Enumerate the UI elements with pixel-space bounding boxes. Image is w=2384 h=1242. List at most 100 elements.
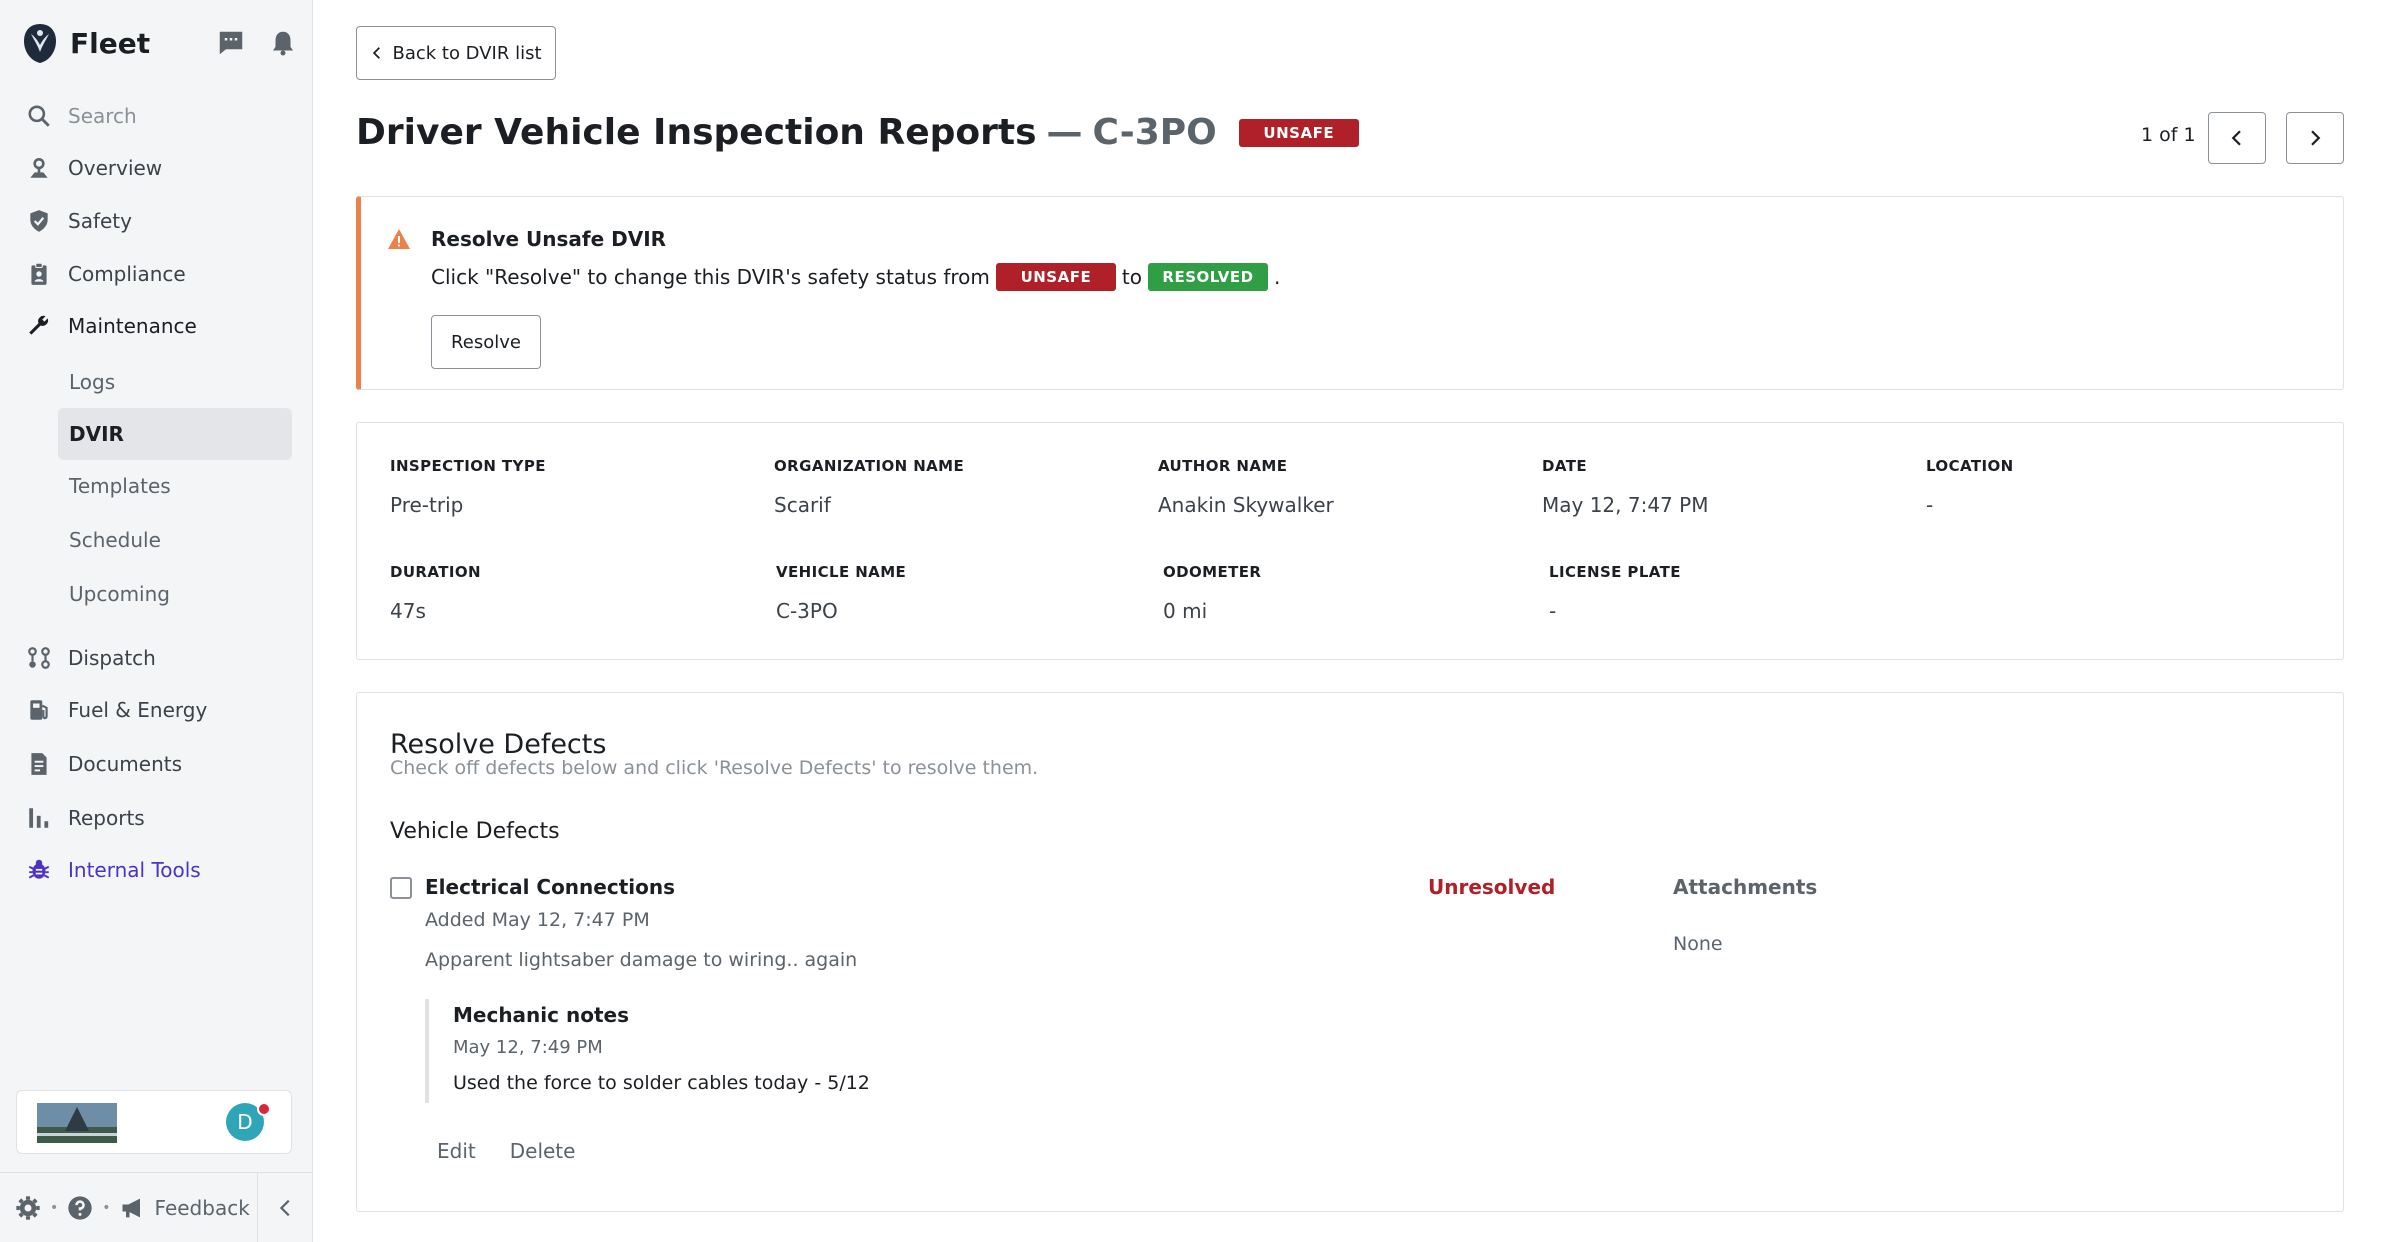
info-value: Scarif (774, 493, 831, 517)
defect-checkbox[interactable] (390, 877, 412, 899)
search-icon (24, 101, 54, 131)
feedback-link[interactable]: Feedback (154, 1195, 250, 1220)
sidebar-item-label: Overview (68, 156, 163, 180)
org-switcher[interactable]: D (16, 1090, 292, 1154)
pager-text: 1 of 1 (2141, 124, 2196, 146)
back-label: Back to DVIR list (392, 42, 542, 64)
unsafe-badge: UNSAFE (995, 263, 1116, 291)
notes-date: May 12, 7:49 PM (453, 1037, 603, 1058)
sidebar-footer: • • Feedback (0, 1172, 313, 1242)
alert-text-after: . (1273, 265, 1281, 289)
info-label: LICENSE PLATE (1549, 563, 1681, 581)
title-separator: — (1046, 112, 1083, 153)
info-organization-name: ORGANIZATION NAME Scarif (774, 457, 964, 517)
info-value: 0 mi (1163, 599, 1208, 623)
sidebar-subitem-upcoming[interactable]: Upcoming (58, 568, 292, 620)
status-badge: UNSAFE (1238, 118, 1359, 147)
chat-icon[interactable] (216, 28, 246, 58)
bar-chart-icon (24, 803, 54, 833)
info-value: C-3PO (776, 599, 838, 623)
info-author-name: AUTHOR NAME Anakin Skywalker (1158, 457, 1334, 517)
previous-report-button[interactable] (2208, 112, 2266, 164)
alert-title: Resolve Unsafe DVIR (431, 227, 667, 251)
brand[interactable]: Fleet (22, 20, 150, 66)
sidebar-item-internal-tools[interactable]: Internal Tools (24, 850, 201, 890)
info-value: Anakin Skywalker (1158, 493, 1334, 517)
defects-subtitle: Check off defects below and click 'Resol… (390, 757, 1039, 779)
help-icon[interactable] (66, 1194, 94, 1222)
notification-dot (257, 1102, 271, 1116)
info-label: DURATION (390, 563, 481, 581)
sidebar-item-maintenance[interactable]: Maintenance (24, 306, 197, 346)
notes-text: Used the force to solder cables today - … (453, 1072, 870, 1094)
info-value: Pre-trip (390, 493, 464, 517)
mechanic-notes: Mechanic notes May 12, 7:49 PM Used the … (425, 999, 925, 1103)
next-report-button[interactable] (2286, 112, 2344, 164)
sidebar-subitem-schedule[interactable]: Schedule (58, 514, 292, 566)
gear-icon[interactable] (14, 1194, 42, 1222)
info-vehicle-name: VEHICLE NAME C-3PO (776, 563, 906, 623)
alert-text-mid: to (1121, 265, 1142, 289)
page-title-text: Driver Vehicle Inspection Reports (356, 112, 1037, 153)
delete-note-link[interactable]: Delete (509, 1139, 576, 1163)
sidebar-item-label: Safety (68, 209, 132, 233)
sidebar-item-dispatch[interactable]: Dispatch (24, 638, 156, 678)
sidebar-subitem-dvir[interactable]: DVIR (58, 408, 292, 460)
resolve-button[interactable]: Resolve (431, 315, 541, 369)
sidebar-subitem-logs[interactable]: Logs (58, 356, 292, 408)
sidebar-item-label: Documents (68, 752, 183, 776)
sidebar-item-label: Fuel & Energy (68, 698, 208, 722)
sidebar-item-label: Compliance (68, 262, 186, 286)
sidebar-item-label: Maintenance (68, 314, 197, 338)
info-value: - (1926, 493, 1934, 517)
sidebar-item-overview[interactable]: Overview (24, 148, 162, 188)
note-actions: Edit Delete (437, 1139, 575, 1163)
bug-icon (24, 855, 54, 885)
collapse-sidebar-button[interactable] (258, 1173, 313, 1242)
info-label: ORGANIZATION NAME (774, 457, 965, 475)
sidebar-item-label: Internal Tools (68, 858, 201, 882)
attachments-label: Attachments (1673, 875, 1818, 899)
chevron-left-icon (279, 1199, 290, 1216)
defects-title: Resolve Defects (390, 729, 607, 760)
alert-text-before: Click "Resolve" to change this DVIR's sa… (431, 265, 990, 289)
sidebar-item-reports[interactable]: Reports (24, 798, 145, 838)
info-license-plate: LICENSE PLATE - (1549, 563, 1681, 623)
sidebar: Fleet Search Overview Safety (0, 0, 313, 1242)
attachments-value: None (1673, 933, 1723, 955)
info-label: VEHICLE NAME (776, 563, 907, 581)
subitem-label: Upcoming (69, 582, 170, 606)
defect-status: Unresolved (1428, 875, 1556, 899)
sidebar-item-safety[interactable]: Safety (24, 201, 132, 241)
fleet-logo-icon (24, 24, 56, 63)
subitem-label: Templates (69, 474, 171, 498)
info-odometer: ODOMETER 0 mi (1163, 563, 1261, 623)
edit-note-link[interactable]: Edit (437, 1139, 476, 1163)
search-label: Search (68, 104, 137, 128)
back-to-dvir-list-button[interactable]: Back to DVIR list (356, 26, 556, 80)
defect-name: Electrical Connections (425, 875, 675, 899)
wrench-icon (24, 311, 54, 341)
sidebar-subitem-templates[interactable]: Templates (58, 460, 292, 512)
fuel-icon (24, 695, 54, 725)
chevron-right-icon (2311, 130, 2321, 146)
defect-description: Apparent lightsaber damage to wiring.. a… (425, 949, 858, 971)
sidebar-item-fuel-energy[interactable]: Fuel & Energy (24, 690, 207, 730)
info-value: - (1549, 599, 1557, 623)
sidebar-item-compliance[interactable]: Compliance (24, 254, 186, 294)
sidebar-search[interactable]: Search (24, 96, 137, 136)
info-label: INSPECTION TYPE (390, 457, 546, 475)
resolve-defects-card: Resolve Defects Check off defects below … (356, 692, 2344, 1212)
warning-icon (388, 229, 410, 249)
sidebar-item-documents[interactable]: Documents (24, 744, 182, 784)
chevron-left-icon (2231, 130, 2241, 146)
info-location: LOCATION - (1926, 457, 2014, 517)
page-title: Driver Vehicle Inspection Reports — C-3P… (356, 112, 1359, 153)
info-label: ODOMETER (1163, 563, 1262, 581)
bell-icon[interactable] (268, 28, 298, 58)
info-date: DATE May 12, 7:47 PM (1542, 457, 1708, 517)
chevron-left-icon (373, 47, 381, 59)
info-value: May 12, 7:47 PM (1542, 493, 1709, 517)
sidebar-item-label: Reports (68, 806, 145, 830)
defect-added-date: Added May 12, 7:47 PM (425, 909, 650, 931)
